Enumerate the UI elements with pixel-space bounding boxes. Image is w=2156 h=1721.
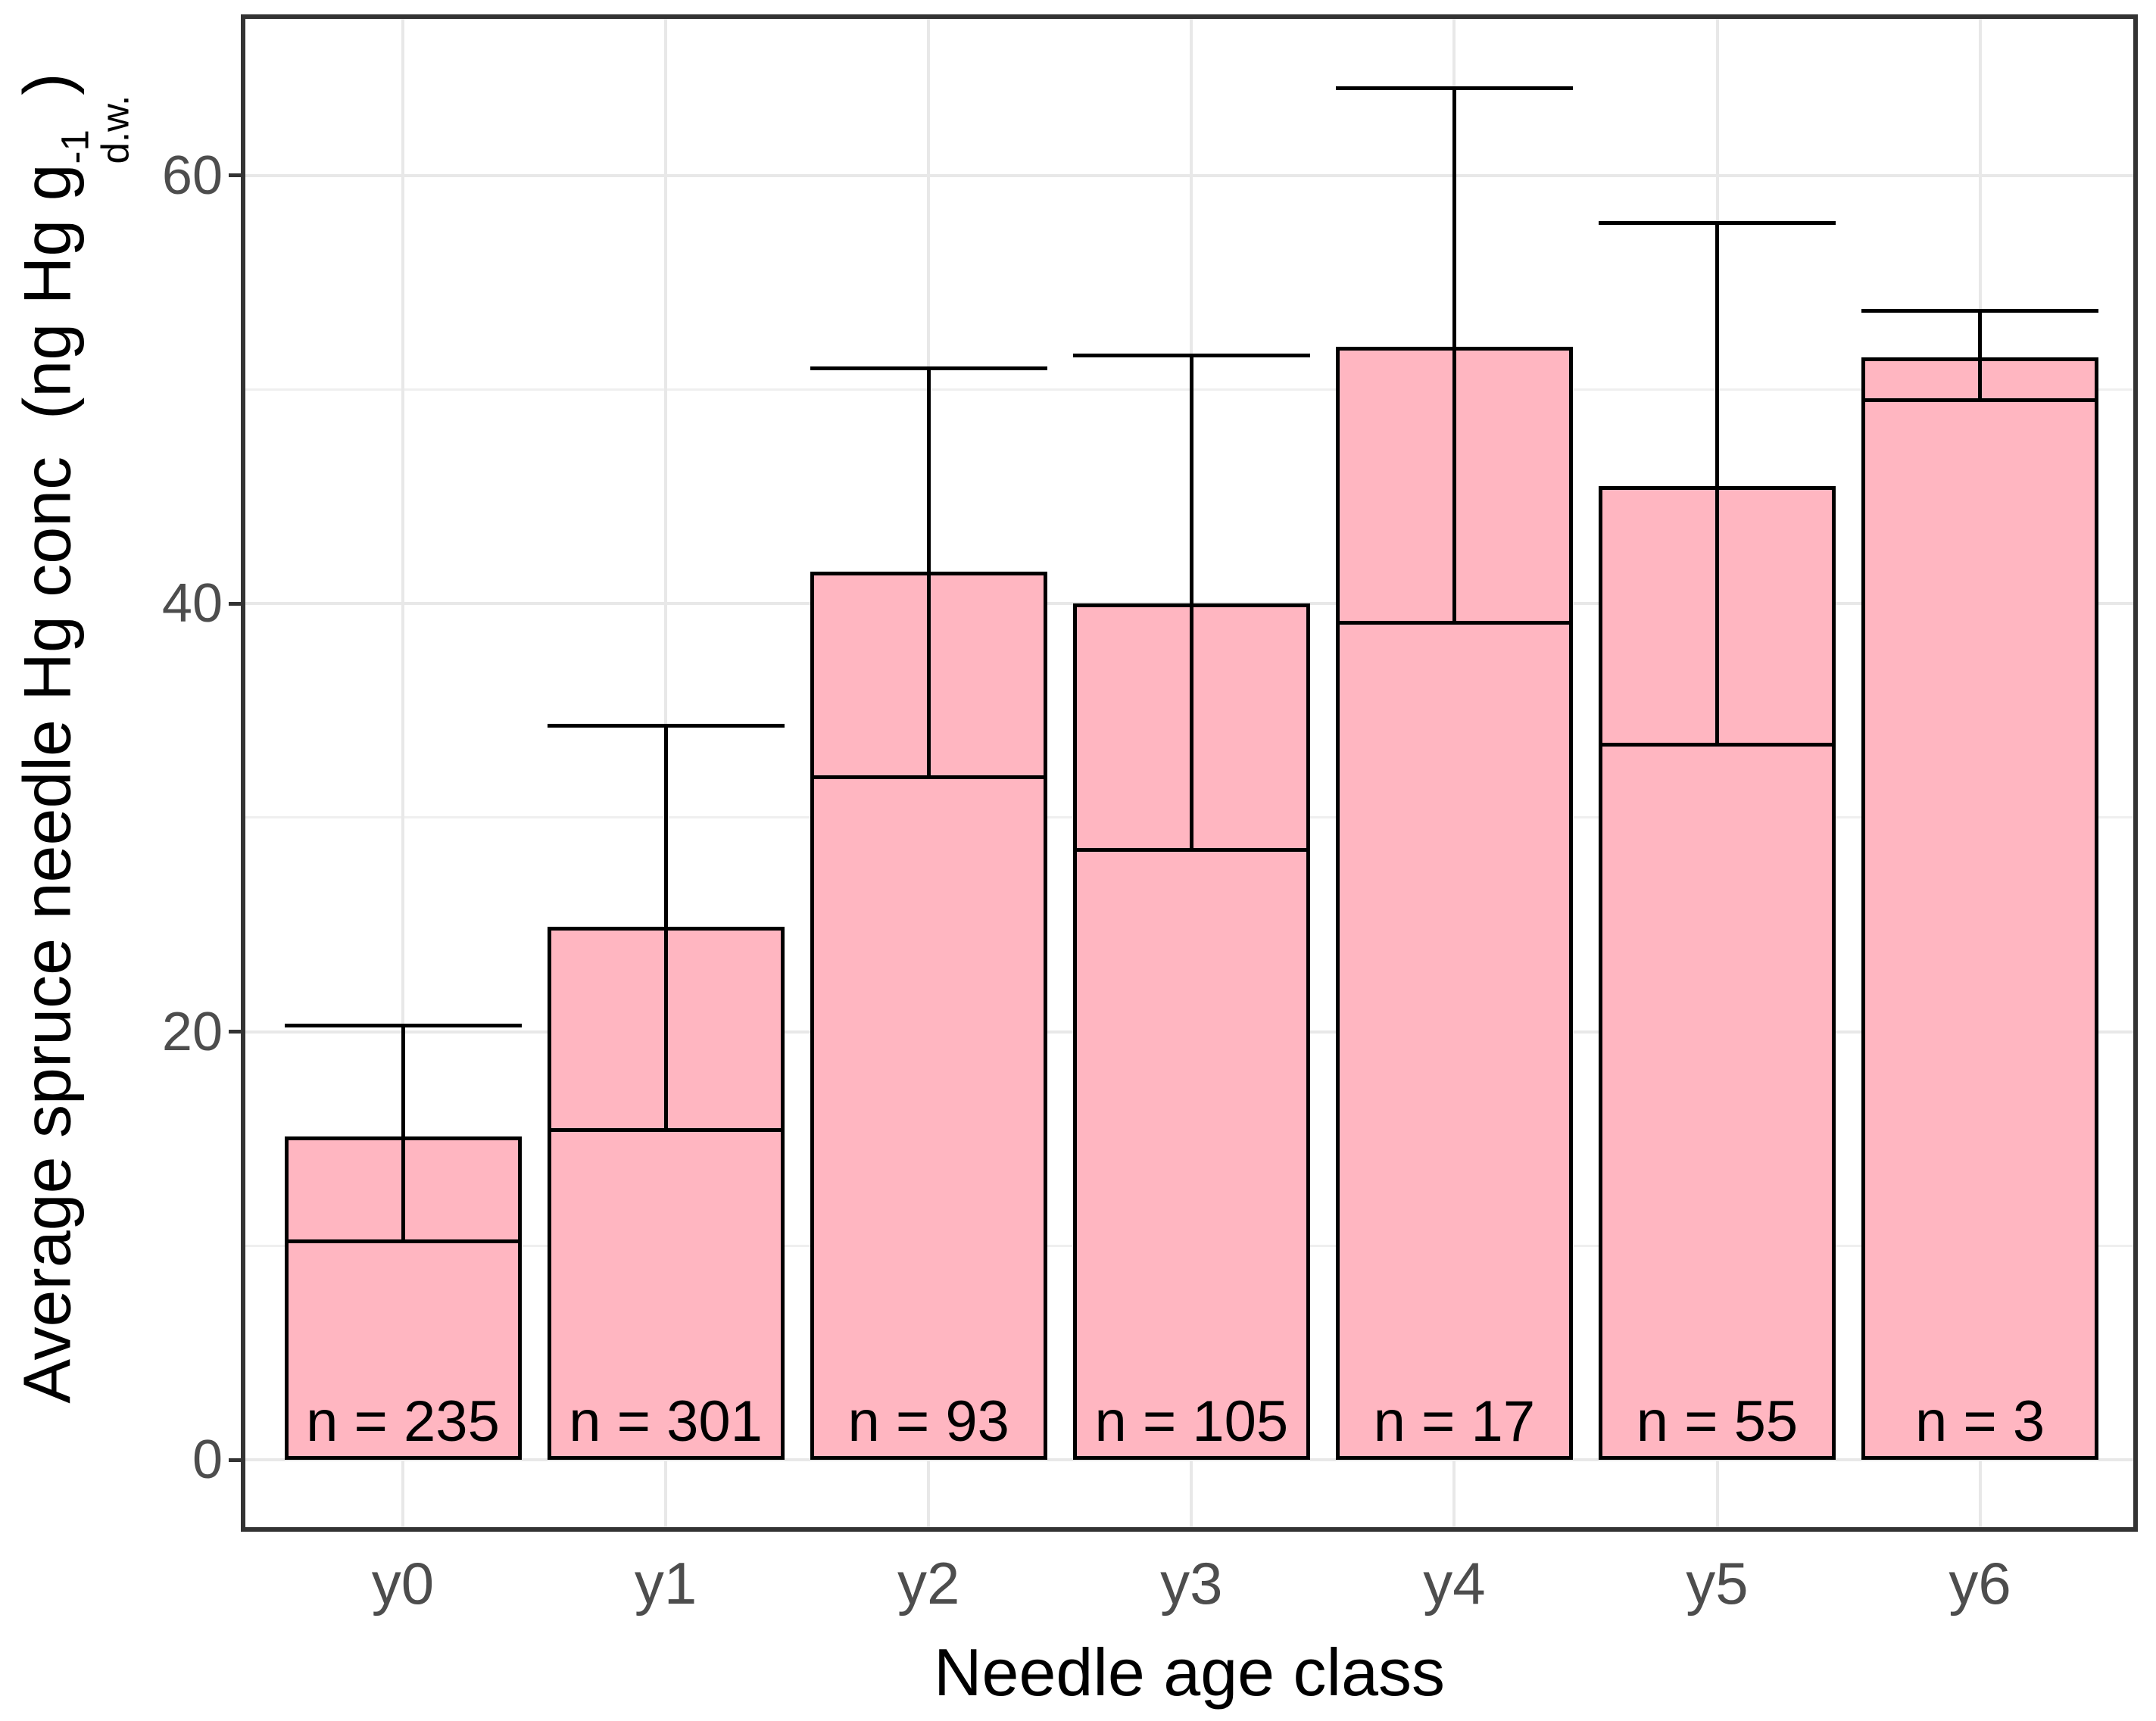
errorbar-cap-bottom-y3 (1072, 847, 1310, 852)
x-tick-label-y3: y3 (1160, 1550, 1223, 1617)
y-axis-title-suffix: ) (9, 73, 85, 95)
y-tick-mark-20 (229, 1030, 242, 1034)
errorbar-line-y2 (926, 368, 931, 778)
x-tick-label-y2: y2 (897, 1550, 960, 1617)
bar-y6 (1861, 357, 2099, 1460)
errorbar-line-y3 (1189, 355, 1193, 850)
sample-size-label-y1: n = 301 (569, 1389, 763, 1454)
x-tick-label-y6: y6 (1949, 1550, 2011, 1617)
errorbar-cap-top-y6 (1861, 308, 2099, 313)
errorbar-cap-top-y4 (1335, 86, 1573, 90)
grid-major-y-0 (245, 1458, 2133, 1461)
errorbar-cap-bottom-y2 (810, 775, 1047, 779)
errorbar-cap-bottom-y0 (284, 1239, 522, 1244)
errorbar-cap-top-y5 (1599, 220, 1836, 225)
errorbar-line-y5 (1715, 223, 1719, 745)
grid-minor-y-50 (245, 388, 2133, 391)
sample-size-label-y0: n = 235 (306, 1389, 500, 1454)
plot-panel: n = 235 n = 301 n = 93 n = 105 n = 17 n = 55 n… (241, 14, 2138, 1532)
y-tick-label-0: 0 (192, 1429, 223, 1490)
errorbar-cap-bottom-y4 (1335, 621, 1573, 625)
sample-size-label-y3: n = 105 (1094, 1389, 1289, 1454)
x-tick-label-y4: y4 (1423, 1550, 1486, 1617)
y-tick-mark-40 (229, 601, 242, 606)
y-axis-title-prefix: Average spruce needle Hg conc (ng Hg g (9, 164, 85, 1404)
sample-size-label-y6: n = 3 (1915, 1389, 2045, 1454)
x-tick-label-y1: y1 (634, 1550, 697, 1617)
y-tick-label-40: 40 (161, 573, 223, 634)
x-tick-label-y0: y0 (371, 1550, 435, 1617)
grid-major-y-60 (245, 173, 2133, 177)
errorbar-line-y0 (401, 1025, 405, 1242)
x-axis-title: Needle age class (933, 1635, 1446, 1710)
errorbar-cap-top-y0 (284, 1023, 522, 1027)
errorbar-cap-top-y1 (547, 723, 785, 728)
errorbar-line-y6 (1978, 310, 1983, 401)
x-tick-label-y5: y5 (1686, 1550, 1749, 1617)
errorbar-cap-top-y3 (1072, 353, 1310, 357)
errorbar-line-y4 (1452, 88, 1456, 623)
sample-size-label-y4: n = 17 (1373, 1389, 1536, 1454)
errorbar-cap-bottom-y6 (1861, 398, 2099, 403)
grid-major-x-y0 (401, 19, 404, 1527)
errorbar-cap-bottom-y5 (1599, 743, 1836, 747)
sample-size-label-y2: n = 93 (847, 1389, 1009, 1454)
sample-size-label-y5: n = 55 (1636, 1389, 1799, 1454)
y-axis-title: Average spruce needle Hg conc (ng Hg g -1… (9, 73, 137, 1404)
y-tick-label-60: 60 (161, 145, 223, 206)
y-tick-mark-60 (229, 173, 242, 178)
errorbar-line-y1 (663, 725, 668, 1130)
y-tick-mark-0 (229, 1458, 242, 1462)
y-tick-label-20: 20 (161, 1001, 223, 1062)
errorbar-cap-top-y2 (810, 366, 1047, 370)
errorbar-cap-bottom-y1 (547, 1128, 785, 1133)
